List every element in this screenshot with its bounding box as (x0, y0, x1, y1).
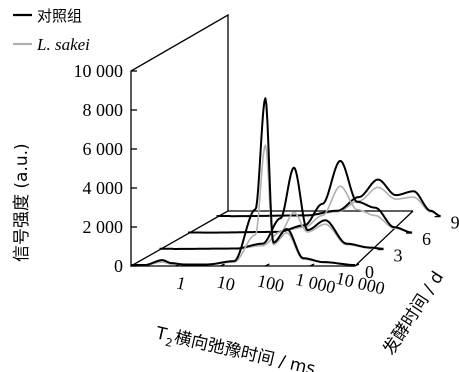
y-tick-label: 8 000 (83, 100, 124, 120)
x-tick-mark (354, 263, 360, 267)
depth-axis-line (354, 210, 414, 267)
y-axis-title: 信号强度 (a.u.) (12, 143, 32, 262)
depth-axis-title: 发酵时间 / d (379, 268, 448, 359)
depth-tick-label: 6 (422, 229, 431, 249)
back-left-wall (130, 13, 229, 268)
x-tick-mark (220, 263, 225, 267)
y-tick-label: 4 000 (83, 178, 124, 198)
x-axis-title-suffix: 横向弛豫时间 / ms (172, 328, 317, 372)
legend-label-control: 对照组 (37, 7, 82, 25)
series-layer (131, 97, 441, 267)
depth-tick-label: 0 (365, 262, 374, 282)
y-tick-label: 10 000 (74, 61, 124, 81)
x-axis-title: T 2 横向弛豫时间 / ms (153, 323, 317, 372)
series-line-day9-control (216, 178, 441, 218)
x-tick-label: 100 (255, 270, 286, 296)
x-tick-label: 10 000 (334, 268, 387, 299)
x-tick-label: 10 (215, 271, 237, 295)
y-axis-ticks: 10 000 8 000 6 000 4 000 2 000 0 (74, 61, 137, 276)
x-tick-label: 1 000 (294, 269, 338, 298)
x-tick-label: 1 (175, 272, 188, 294)
x-tick-mark (309, 263, 315, 267)
y-tick-label: 2 000 (83, 217, 124, 237)
x-axis-title-sub: 2 (164, 336, 174, 350)
depth-tick-label: 9 (451, 213, 459, 233)
series-line-day6-control (188, 160, 413, 234)
depth-tick-label: 3 (394, 246, 403, 266)
y-tick-label: 0 (114, 256, 123, 276)
legend: 对照组 L. sakei (13, 7, 90, 54)
y-tick-label: 6 000 (83, 139, 124, 159)
legend-label-lsakei: L. sakei (36, 35, 90, 54)
series-line-day0-control (131, 97, 355, 267)
x-tick-mark (265, 263, 270, 267)
x-axis-title-prefix: T (153, 323, 169, 345)
